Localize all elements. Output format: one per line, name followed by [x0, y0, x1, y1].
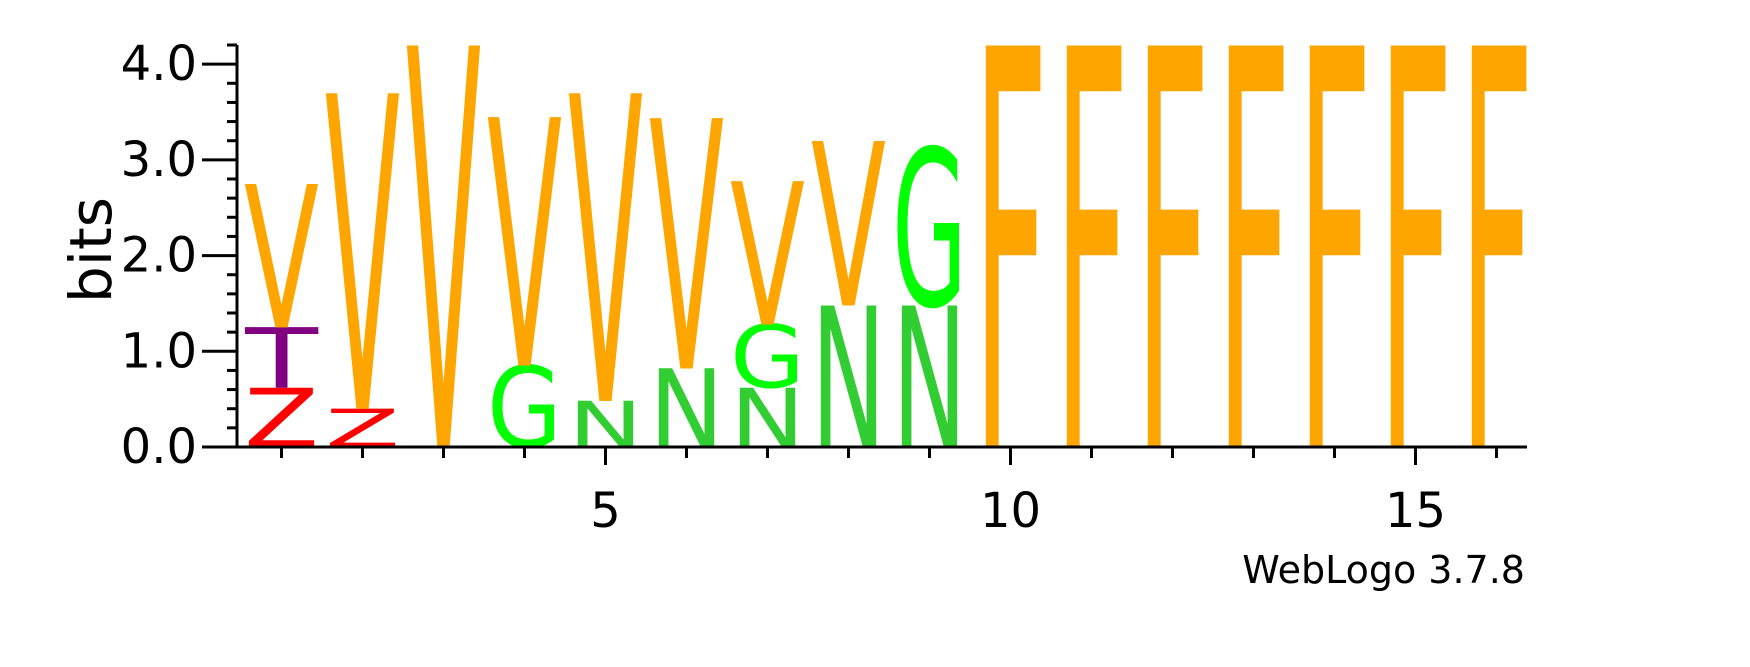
logo-column-13: F — [1216, 0, 1291, 578]
logo-column-16: F — [1459, 0, 1534, 578]
x-tick-label: 10 — [980, 483, 1041, 539]
logo-column-4: GV — [487, 49, 562, 473]
logo-column-11: F — [1054, 0, 1129, 578]
logo-letter-f: F — [1216, 0, 1291, 578]
logo-column-12: F — [1135, 0, 1210, 578]
logo-letter-v: V — [487, 49, 562, 446]
logo-letter-v: V — [811, 95, 886, 358]
x-tick-label: 15 — [1385, 483, 1446, 539]
logo-letter-f: F — [973, 0, 1048, 578]
y-tick-label: 2.0 — [121, 228, 197, 284]
logo-column-5: NV — [568, 10, 643, 501]
y-tick-label: 3.0 — [121, 132, 197, 188]
logo-column-1: ZTV — [244, 145, 319, 467]
logo-letter-v: V — [244, 145, 319, 375]
logo-column-10: F — [973, 0, 1048, 578]
y-axis: 0.0 1.0 2.0 3.0 4.0 — [121, 36, 239, 475]
x-axis: 5 10 15 — [237, 445, 1527, 539]
logo-letter-t: T — [244, 312, 318, 408]
logo-letter-v: V — [649, 51, 724, 451]
logo-letter-v: V — [730, 142, 805, 372]
logo-letter-v: V — [406, 0, 481, 577]
logo-letter-v: V — [568, 10, 643, 501]
logo-letter-f: F — [1459, 0, 1534, 578]
y-tick-label: 1.0 — [121, 323, 197, 379]
x-tick-label: 5 — [590, 483, 621, 539]
logo-column-6: NV — [649, 51, 724, 473]
logo-column-9: NG — [892, 104, 967, 494]
logo-letter-g: G — [730, 308, 805, 409]
logo-column-2: ZV — [325, 8, 400, 511]
logo-letter-f: F — [1135, 0, 1210, 578]
logo-letter-v: V — [325, 8, 400, 511]
logo-letter-f: F — [1378, 0, 1453, 578]
logo-letter-f: F — [1054, 0, 1129, 578]
logo-letter-f: F — [1297, 0, 1372, 578]
logo-column-15: F — [1378, 0, 1453, 578]
logo-column-3: V — [406, 0, 481, 577]
y-tick-label: 4.0 — [121, 36, 197, 92]
logo-column-8: NV — [811, 95, 886, 493]
y-axis-label: bits — [57, 197, 125, 303]
y-tick-label: 0.0 — [121, 419, 197, 475]
logo-letter-g: G — [892, 104, 967, 357]
logo-column-7: NGV — [730, 142, 805, 467]
logo-column-14: F — [1297, 0, 1372, 578]
weblogo-version-label: WebLogo 3.7.8 — [1242, 548, 1525, 592]
